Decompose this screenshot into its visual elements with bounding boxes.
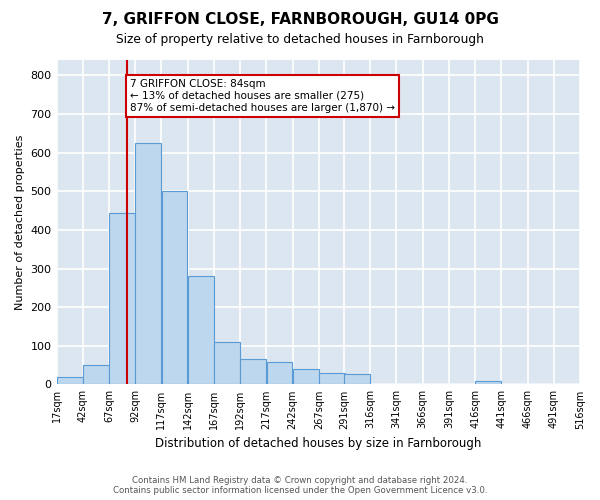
Bar <box>319 373 345 384</box>
Bar <box>188 276 214 384</box>
Bar <box>109 212 135 384</box>
Bar <box>214 342 240 384</box>
Bar <box>475 382 501 384</box>
Text: Size of property relative to detached houses in Farnborough: Size of property relative to detached ho… <box>116 32 484 46</box>
Text: Contains HM Land Registry data © Crown copyright and database right 2024.
Contai: Contains HM Land Registry data © Crown c… <box>113 476 487 495</box>
Bar <box>344 374 370 384</box>
Text: 7 GRIFFON CLOSE: 84sqm
← 13% of detached houses are smaller (275)
87% of semi-de: 7 GRIFFON CLOSE: 84sqm ← 13% of detached… <box>130 80 395 112</box>
Bar <box>83 365 109 384</box>
Bar <box>162 192 187 384</box>
X-axis label: Distribution of detached houses by size in Farnborough: Distribution of detached houses by size … <box>155 437 481 450</box>
Bar <box>266 362 292 384</box>
Y-axis label: Number of detached properties: Number of detached properties <box>15 134 25 310</box>
Bar <box>57 378 83 384</box>
Bar <box>293 369 319 384</box>
Bar <box>136 143 161 384</box>
Text: 7, GRIFFON CLOSE, FARNBOROUGH, GU14 0PG: 7, GRIFFON CLOSE, FARNBOROUGH, GU14 0PG <box>101 12 499 28</box>
Bar <box>241 360 266 384</box>
